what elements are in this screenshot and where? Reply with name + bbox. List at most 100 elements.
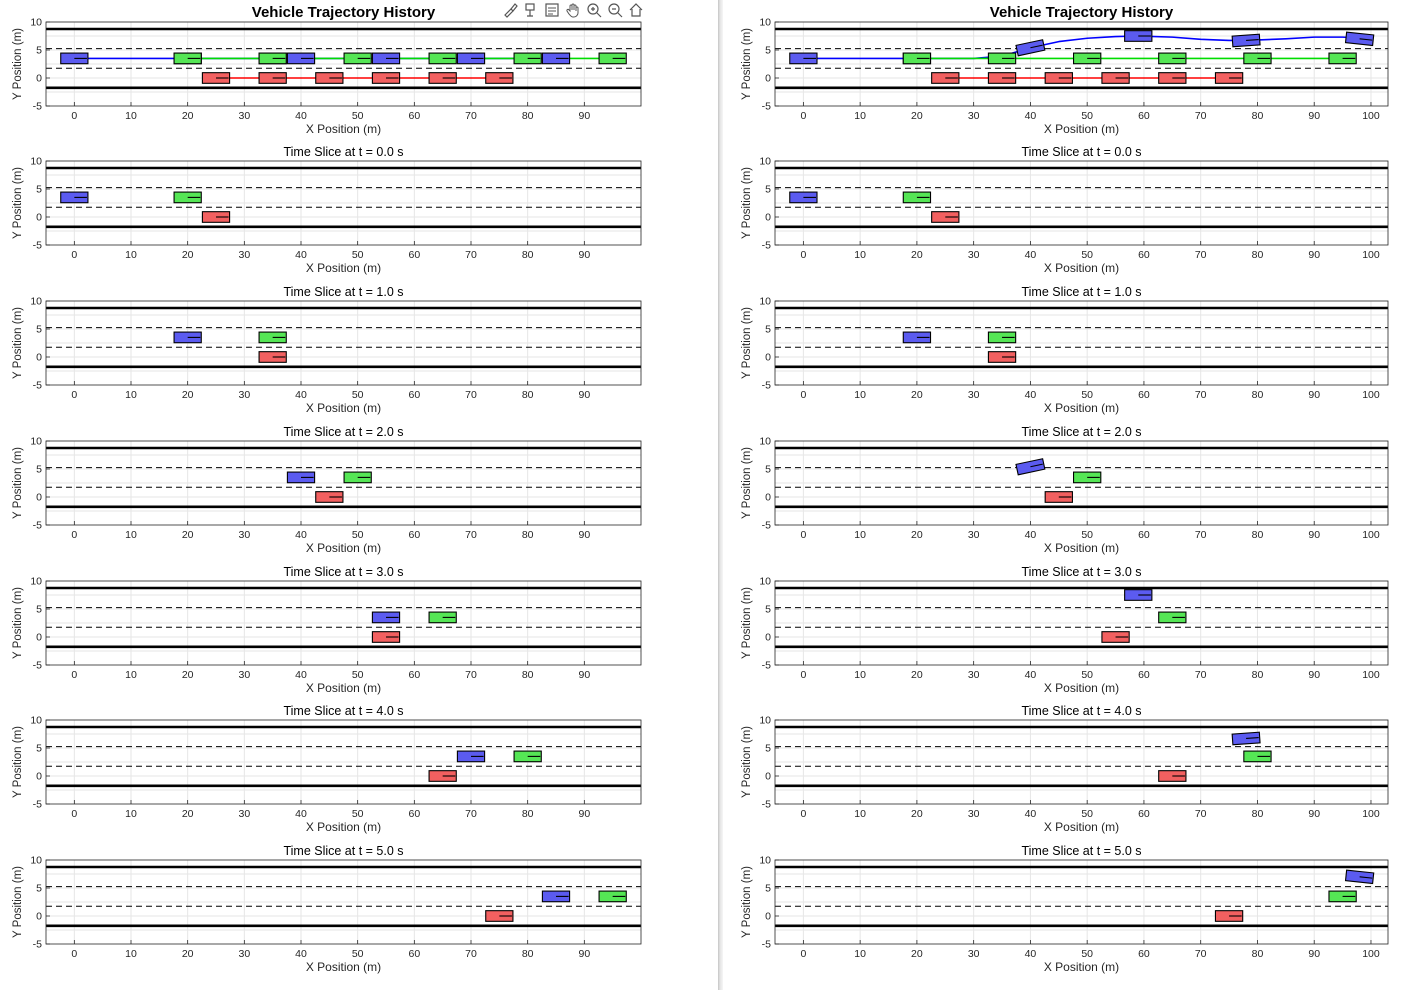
- x-tick-label: 60: [1138, 110, 1150, 122]
- x-tick-label: 70: [1195, 669, 1207, 681]
- green-vehicle-marker: [598, 890, 627, 903]
- zoom-out-icon[interactable]: [605, 1, 625, 19]
- x-tick-label: 50: [1081, 389, 1093, 401]
- x-tick-label: 0: [800, 110, 806, 122]
- green-vehicle-marker: [1158, 52, 1187, 65]
- x-tick-label: 0: [800, 808, 806, 820]
- x-tick-label: 40: [295, 808, 307, 820]
- y-tick-label: -5: [762, 939, 771, 951]
- x-tick-label: 50: [1081, 249, 1093, 261]
- trajectory-axes: 0 10 20 30 40 50 60 70 80 90 100 -5 0 5 10 X Position (…: [741, 704, 1389, 834]
- y-tick-label: 0: [765, 911, 771, 923]
- red-vehicle-marker: [371, 72, 401, 84]
- y-tick-label: 5: [36, 45, 42, 57]
- red-vehicle-marker: [258, 351, 287, 363]
- y-tick-label: 0: [765, 352, 771, 364]
- x-tick-label: 70: [465, 529, 477, 541]
- x-tick-label: 30: [238, 249, 250, 261]
- y-axis-label: Y Position (m): [12, 28, 24, 100]
- axes-frame: [774, 859, 1389, 945]
- x-tick-label: 0: [71, 808, 77, 820]
- x-tick-label: 100: [1362, 948, 1380, 960]
- x-tick-label: 10: [125, 948, 137, 960]
- green-vehicle-marker: [902, 191, 932, 204]
- red-vehicle-marker: [1044, 72, 1073, 84]
- data-tips-icon[interactable]: [521, 1, 541, 19]
- heading-marker: [1030, 463, 1043, 468]
- x-tick-label: 20: [182, 529, 194, 541]
- red-vehicle-marker: [485, 72, 514, 84]
- x-tick-label: 60: [1138, 249, 1150, 261]
- x-tick-label: 20: [182, 389, 194, 401]
- y-axis-label: Y Position (m): [12, 866, 24, 938]
- x-axis-label: X Position (m): [1044, 820, 1119, 834]
- blue-vehicle-marker: [1124, 589, 1153, 601]
- red-vehicle-marker: [315, 491, 344, 503]
- green-vehicle-marker: [987, 52, 1017, 65]
- y-axis-label: Y Position (m): [741, 307, 753, 379]
- y-tick-label: 10: [759, 156, 771, 168]
- green-vehicle-marker: [343, 471, 372, 484]
- y-tick-label: 5: [36, 604, 42, 616]
- x-tick-label: 10: [854, 808, 866, 820]
- x-tick-label: 70: [1195, 808, 1207, 820]
- slice-title: Time Slice at t = 1.0 s: [283, 285, 403, 299]
- heading-marker: [1030, 44, 1043, 49]
- x-tick-label: 80: [1252, 948, 1264, 960]
- chart-title: Vehicle Trajectory History: [252, 4, 436, 21]
- axes-frame: [45, 580, 642, 666]
- trajectory-axes: 0 10 20 30 40 50 60 70 80 90 -5 0 5 10 X Position (m) Y…: [12, 704, 642, 834]
- x-tick-label: 60: [408, 529, 420, 541]
- axes-frame: [774, 300, 1389, 386]
- y-tick-label: 10: [759, 576, 771, 588]
- slice-title: Time Slice at t = 2.0 s: [283, 425, 403, 439]
- x-tick-label: 70: [1195, 249, 1207, 261]
- y-tick-label: -5: [762, 520, 771, 532]
- trajectory-axes: 0 10 20 30 40 50 60 70 80 90 100 -5 0 5 10 X Position (…: [741, 4, 1389, 136]
- x-tick-label: 50: [1081, 808, 1093, 820]
- x-tick-label: 0: [800, 249, 806, 261]
- y-tick-label: 0: [36, 352, 42, 364]
- x-tick-label: 100: [1362, 389, 1380, 401]
- y-tick-label: 10: [30, 436, 42, 448]
- blue-vehicle-marker: [1231, 731, 1261, 746]
- pan-icon[interactable]: [563, 1, 583, 19]
- x-axis-label: X Position (m): [306, 820, 381, 834]
- blue-vehicle-marker: [173, 331, 202, 344]
- y-tick-label: 0: [36, 632, 42, 644]
- x-axis-label: X Position (m): [1044, 960, 1119, 974]
- x-tick-label: 0: [71, 389, 77, 401]
- red-vehicle-marker: [1101, 631, 1130, 643]
- x-tick-label: 40: [1025, 110, 1037, 122]
- trajectory-axes: 0 10 20 30 40 50 60 70 80 90 100 -5 0 5 10 X Position (…: [741, 565, 1389, 695]
- y-tick-label: 5: [765, 324, 771, 336]
- x-tick-label: 40: [1025, 529, 1037, 541]
- x-tick-label: 0: [800, 669, 806, 681]
- x-tick-label: 90: [578, 808, 590, 820]
- x-tick-label: 90: [1308, 948, 1320, 960]
- green-vehicle-marker: [343, 52, 372, 65]
- x-tick-label: 90: [578, 948, 590, 960]
- chart-title: Vehicle Trajectory History: [990, 4, 1174, 21]
- trajectory-axes: 0 10 20 30 40 50 60 70 80 90 -5 0 5 10 X Position (m) Y…: [12, 565, 642, 695]
- home-icon[interactable]: [626, 1, 646, 19]
- zoom-in-icon[interactable]: [584, 1, 604, 19]
- x-tick-label: 20: [911, 249, 923, 261]
- x-tick-label: 40: [1025, 389, 1037, 401]
- restore-view-icon[interactable]: [542, 1, 562, 19]
- y-tick-label: 10: [759, 715, 771, 727]
- brush-icon[interactable]: [500, 1, 520, 19]
- vehicle-body: [1231, 731, 1261, 746]
- x-tick-label: 90: [578, 669, 590, 681]
- y-axis-label: Y Position (m): [12, 447, 24, 519]
- x-tick-label: 10: [125, 808, 137, 820]
- y-tick-label: 5: [765, 45, 771, 57]
- blue-vehicle-marker: [1015, 458, 1046, 476]
- trajectory-axes: 0 10 20 30 40 50 60 70 80 90 100 -5 0 5 10 X Position (…: [741, 425, 1389, 555]
- x-tick-label: 50: [1081, 948, 1093, 960]
- x-tick-label: 80: [1252, 249, 1264, 261]
- y-tick-label: 0: [765, 212, 771, 224]
- red-vehicle-marker: [1158, 72, 1187, 84]
- y-tick-label: -5: [762, 799, 771, 811]
